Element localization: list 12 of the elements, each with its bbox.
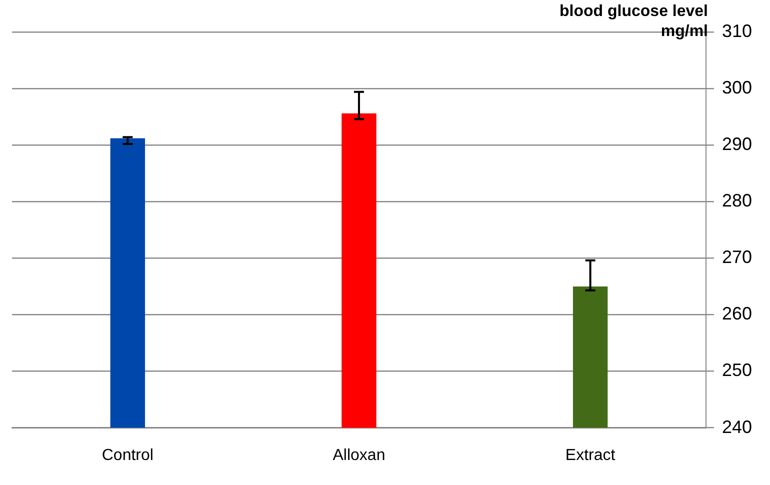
- y-tick-label: 300: [722, 78, 752, 98]
- x-tick-label: Control: [102, 446, 154, 464]
- x-tick-label: Alloxan: [332, 446, 386, 464]
- x-tick-label: Extract: [565, 446, 616, 464]
- y-tick-label: 270: [722, 247, 752, 268]
- y-tick-label: 240: [722, 416, 752, 437]
- y-tick-label: 310: [722, 20, 752, 41]
- y-tick-label: 260: [722, 304, 752, 324]
- y-tick-label: 250: [722, 360, 752, 380]
- y-tick-label: 280: [722, 190, 752, 211]
- y-axis-title: blood glucose level mg/ml: [558, 2, 708, 42]
- y-tick-label: 290: [722, 134, 752, 154]
